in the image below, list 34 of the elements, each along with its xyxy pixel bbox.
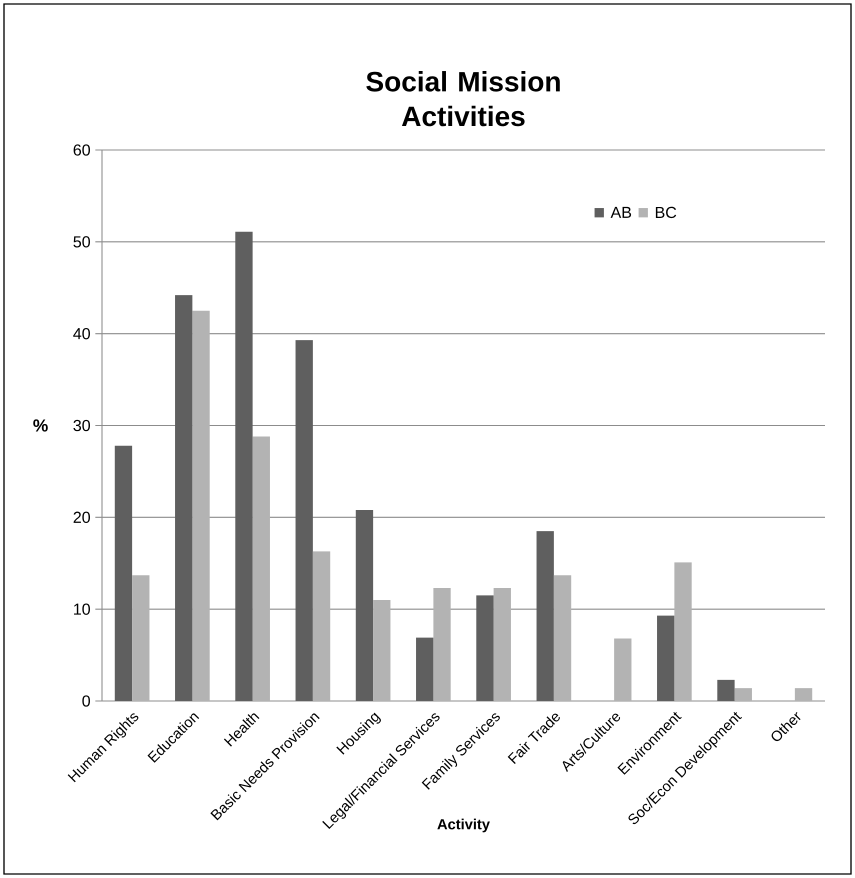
- y-tick-label: 0: [82, 695, 90, 707]
- bar: [416, 638, 434, 701]
- bar: [356, 510, 374, 701]
- bar: [296, 340, 313, 701]
- bar: [536, 531, 554, 701]
- bar: [114, 446, 132, 701]
- bar: [373, 600, 390, 701]
- bar: [717, 680, 735, 701]
- y-tick-label: 10: [74, 604, 90, 615]
- bar: [494, 588, 511, 701]
- bar: [192, 310, 210, 701]
- y-axis-title: %: [33, 419, 48, 432]
- chart-title: Social Mission Activities: [366, 71, 560, 126]
- y-tick-label: 60: [74, 144, 90, 156]
- y-tick-label: 30: [73, 420, 90, 432]
- bar: [657, 616, 674, 701]
- y-tick-label: 50: [73, 236, 90, 248]
- bar: [734, 688, 752, 701]
- y-tick-label: 20: [74, 512, 90, 523]
- legend-label: BC: [656, 206, 676, 218]
- y-tick-label: 40: [73, 328, 90, 340]
- bar: [794, 688, 812, 701]
- bar: [476, 595, 494, 701]
- legend-label: AB: [610, 206, 632, 218]
- bar: [252, 436, 270, 701]
- bar: [175, 295, 192, 701]
- bar: [554, 575, 572, 701]
- bar: [235, 232, 253, 701]
- bar: [433, 588, 451, 701]
- bar: [312, 551, 330, 701]
- x-axis-title: Activity: [437, 818, 490, 832]
- bar: [614, 638, 632, 701]
- bar: [132, 575, 150, 701]
- bar: [674, 562, 692, 701]
